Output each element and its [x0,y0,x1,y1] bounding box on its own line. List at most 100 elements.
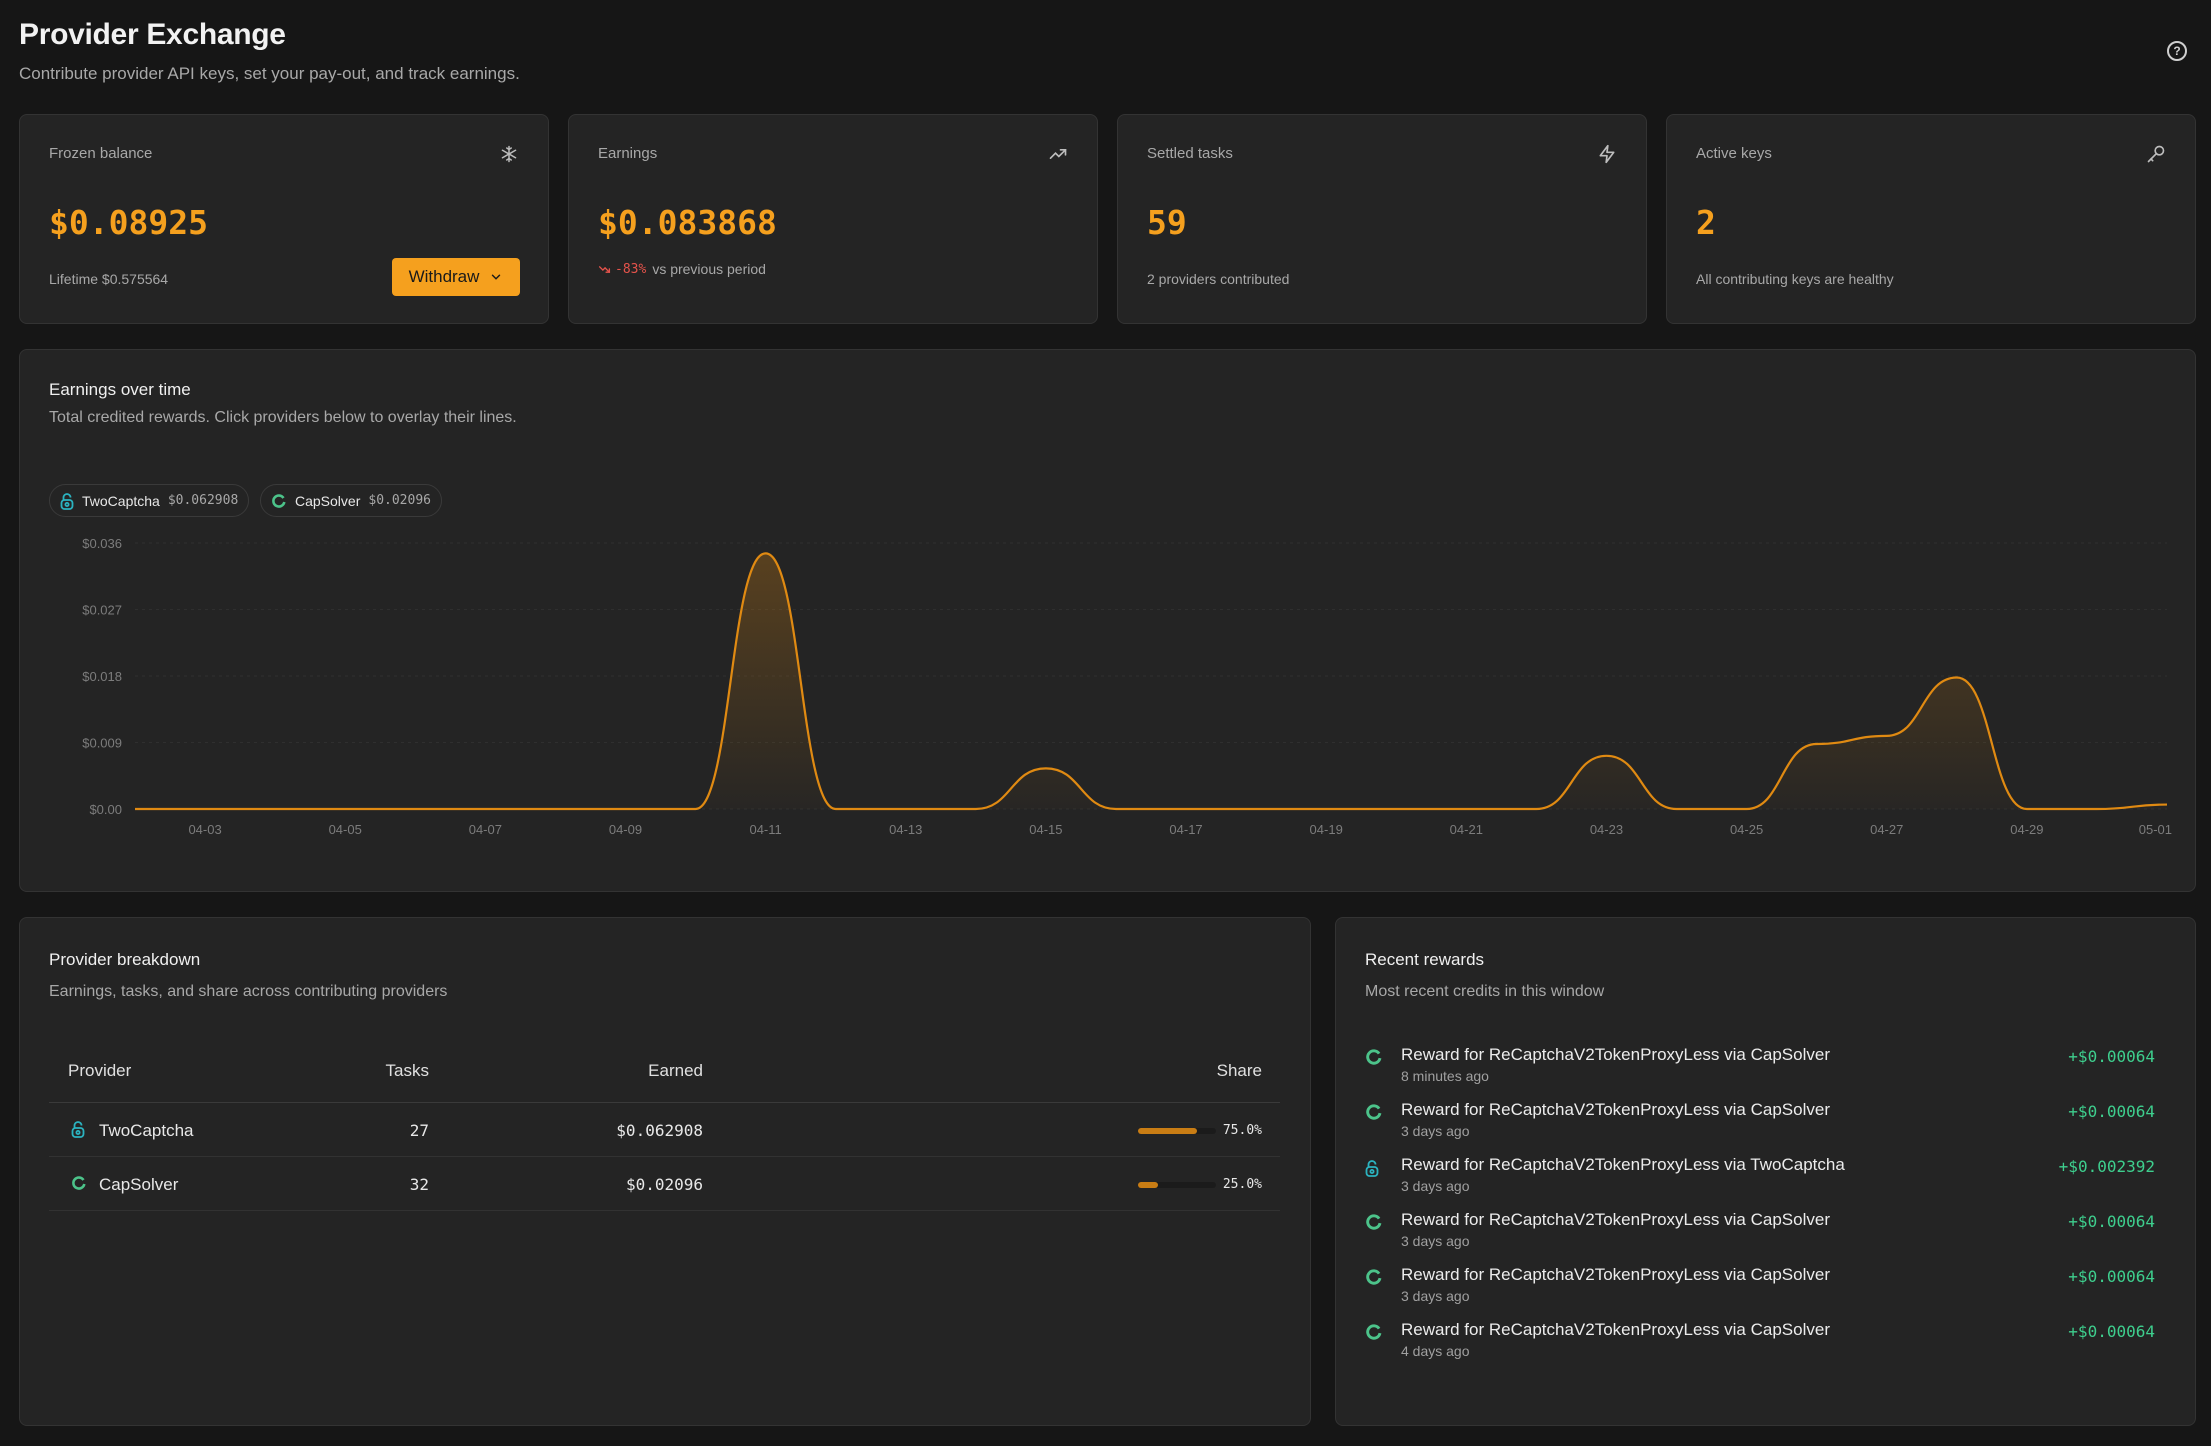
column-share: Share [1216,1061,1262,1080]
share-fill [1138,1182,1158,1188]
x-tick-label: 04-13 [889,822,922,837]
capsolver-icon [1365,1213,1385,1233]
trending-down-icon [598,265,611,273]
reward-time: 3 days ago [1401,1233,1470,1249]
reward-time: 3 days ago [1401,1178,1470,1194]
provider-chip-twocaptcha[interactable]: TwoCaptcha $0.062908 [49,484,250,517]
trend-text: vs previous period [652,261,766,277]
reward-amount: +$0.00064 [2068,1047,2155,1066]
active-keys-card: Active keys 2 All contributing keys are … [1666,114,2196,324]
settled-tasks-card: Settled tasks 59 2 providers contributed [1117,114,1647,324]
reward-title: Reward for ReCaptchaV2TokenProxyLess via… [1401,1320,1830,1339]
y-tick-label: $0.018 [82,669,122,684]
trend-down: -83% [598,262,646,277]
reward-title: Reward for ReCaptchaV2TokenProxyLess via… [1401,1045,1830,1064]
x-tick-label: 04-23 [1590,822,1623,837]
reward-item[interactable]: Reward for ReCaptchaV2TokenProxyLess via… [1365,1265,2155,1315]
reward-amount: +$0.00064 [2068,1267,2155,1286]
provider-name: CapSolver [99,1175,179,1194]
reward-time: 8 minutes ago [1401,1068,1489,1084]
x-tick-label: 04-11 [749,822,781,837]
rewards-subtitle: Most recent credits in this window [1365,983,1605,1000]
x-tick-label: 04-21 [1450,822,1483,837]
stat-label: Frozen balance [49,145,153,162]
earnings-value: $0.083868 [598,203,777,242]
provider-chip-capsolver[interactable]: CapSolver $0.02096 [260,484,442,517]
stat-label: Active keys [1696,145,1772,162]
x-tick-label: 04-29 [2010,822,2043,837]
chip-amount: $0.062908 [167,493,239,508]
zap-icon [1596,143,1618,165]
earnings-line [135,552,2168,811]
breakdown-title: Provider breakdown [49,950,201,969]
help-icon[interactable]: ? [2167,41,2187,61]
capsolver-icon [72,1176,86,1190]
provider-name: TwoCaptcha [99,1121,194,1140]
provider-tasks: 32 [409,1175,429,1194]
reward-title: Reward for ReCaptchaV2TokenProxyLess via… [1401,1210,1830,1229]
reward-item[interactable]: Reward for ReCaptchaV2TokenProxyLess via… [1365,1100,2155,1150]
capsolver-icon [1365,1323,1385,1343]
chip-label: TwoCaptcha [82,492,160,509]
provider-tasks: 27 [409,1121,429,1140]
reward-amount: +$0.002392 [2058,1157,2155,1176]
reward-time: 3 days ago [1401,1123,1470,1139]
table-row[interactable]: CapSolver 32 $0.02096 25.0% [49,1157,1280,1211]
y-tick-label: $0.00 [89,802,122,817]
x-tick-label: 04-27 [1870,822,1903,837]
active-keys-value: 2 [1696,203,1716,242]
chip-amount: $0.02096 [368,493,431,508]
reward-item[interactable]: Reward for ReCaptchaV2TokenProxyLess via… [1365,1320,2155,1370]
earnings-card: Earnings $0.083868 -83% vs previous peri… [568,114,1098,324]
recent-rewards-card: Recent rewards Most recent credits in th… [1335,917,2196,1426]
key-icon [2145,143,2167,165]
twocaptcha-icon [71,1121,85,1138]
stat-label: Settled tasks [1147,145,1233,162]
table-header: Provider Tasks Earned Share [49,1061,1280,1103]
table-row[interactable]: TwoCaptcha 27 $0.062908 75.0% [49,1103,1280,1157]
reward-title: Reward for ReCaptchaV2TokenProxyLess via… [1401,1155,1845,1174]
snowflake-icon [498,143,520,165]
settled-tasks-value: 59 [1147,203,1187,242]
reward-title: Reward for ReCaptchaV2TokenProxyLess via… [1401,1265,1830,1284]
capsolver-icon [1365,1103,1385,1123]
chevron-down-icon [492,274,501,280]
reward-item[interactable]: Reward for ReCaptchaV2TokenProxyLess via… [1365,1045,2155,1095]
y-tick-label: $0.009 [82,736,122,751]
x-tick-label: 04-03 [188,822,221,837]
provider-breakdown-card: Provider breakdown Earnings, tasks, and … [19,917,1311,1426]
trending-up-icon [1047,143,1069,165]
x-tick-label: 04-09 [609,822,642,837]
provider-share: 75.0% [1222,1123,1262,1138]
x-tick-label: 04-17 [1169,822,1202,837]
share-bar [1138,1182,1216,1188]
frozen-balance-value: $0.08925 [49,203,208,242]
reward-time: 4 days ago [1401,1343,1470,1359]
y-tick-label: $0.036 [82,536,122,551]
rewards-title: Recent rewards [1365,950,1485,969]
x-tick-label: 04-25 [1730,822,1763,837]
reward-title: Reward for ReCaptchaV2TokenProxyLess via… [1401,1100,1830,1119]
reward-item[interactable]: Reward for ReCaptchaV2TokenProxyLess via… [1365,1155,2155,1205]
reward-item[interactable]: Reward for ReCaptchaV2TokenProxyLess via… [1365,1210,2155,1260]
twocaptcha-icon [60,492,74,510]
page-header: Provider Exchange Contribute provider AP… [19,18,520,84]
trend-value: -83% [615,261,647,277]
reward-time: 3 days ago [1401,1288,1470,1304]
provider-earned: $0.062908 [616,1121,703,1140]
earnings-trend: -83% vs previous period [598,261,766,277]
x-tick-label: 04-07 [469,822,502,837]
share-bar [1138,1128,1216,1134]
chart-title: Earnings over time [49,380,191,399]
keys-health: All contributing keys are healthy [1696,271,1894,287]
earnings-chart-card: Earnings over time Total credited reward… [19,349,2196,892]
x-tick-label: 05-01 [2139,822,2172,837]
chart-subtitle: Total credited rewards. Click providers … [49,409,517,426]
reward-amount: +$0.00064 [2068,1212,2155,1231]
chip-label: CapSolver [295,492,361,509]
stat-label: Earnings [598,145,658,162]
x-tick-label: 04-15 [1029,822,1062,837]
withdraw-button[interactable]: Withdraw [392,258,520,296]
reward-amount: +$0.00064 [2068,1102,2155,1121]
reward-amount: +$0.00064 [2068,1322,2155,1341]
